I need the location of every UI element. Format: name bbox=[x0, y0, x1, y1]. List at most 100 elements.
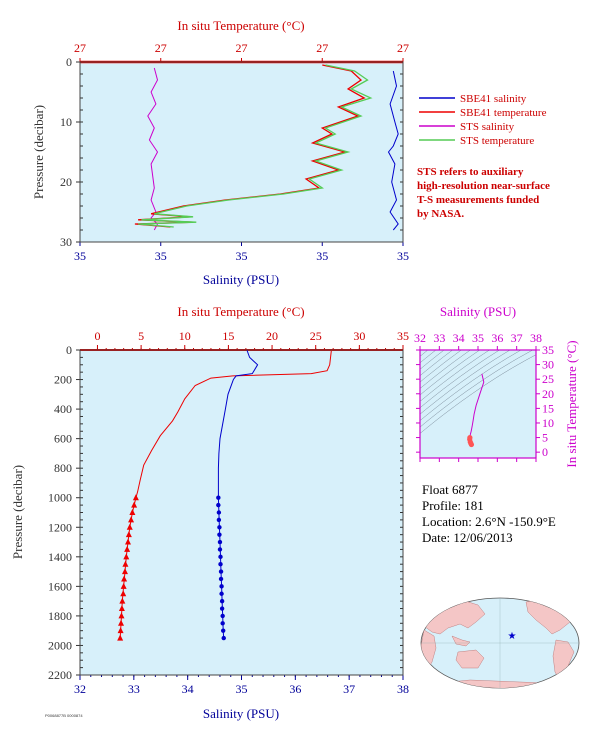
float-id: Float 6877 bbox=[422, 482, 478, 497]
ts-right-axis-title: In situ Temperature (°C) bbox=[564, 340, 579, 467]
near-surface-plot-area bbox=[80, 62, 403, 242]
density-contour bbox=[420, 350, 490, 402]
salinity-tick-label: 36 bbox=[289, 682, 301, 696]
near-surface-bottom-tick-label: 35 bbox=[74, 249, 86, 263]
sts-note-line-3: T-S measurements funded bbox=[417, 194, 539, 206]
near-surface-top-axis-title: In situ Temperature (°C) bbox=[177, 18, 304, 33]
temperature-marker bbox=[131, 501, 138, 508]
pressure-tick-label: 800 bbox=[54, 461, 72, 475]
temperature-marker bbox=[123, 553, 130, 560]
salinity-marker bbox=[216, 510, 222, 515]
salinity-marker bbox=[218, 562, 223, 567]
near-surface-top-tick-label: 27 bbox=[236, 41, 248, 55]
density-contour bbox=[420, 350, 454, 376]
near-surface-series bbox=[134, 64, 399, 231]
full-profile-series bbox=[117, 349, 332, 641]
salinity-marker bbox=[221, 635, 226, 641]
salinity-marker bbox=[218, 576, 224, 582]
ts-deep-point bbox=[468, 441, 475, 448]
legend-label: STS temperature bbox=[460, 135, 534, 147]
float-info: Float 6877 Profile: 181 Location: 2.6°N … bbox=[422, 482, 556, 545]
ts-salinity-tick-label: 37 bbox=[511, 331, 523, 345]
pressure-tick-label: 200 bbox=[54, 373, 72, 387]
salinity-tick-label: 33 bbox=[128, 682, 140, 696]
float-location-marker: ★ bbox=[508, 631, 517, 642]
near-surface-y-tick-label: 30 bbox=[60, 235, 72, 249]
land-maritime-se-asia bbox=[451, 635, 471, 647]
salinity-tick-label: 32 bbox=[74, 682, 86, 696]
ts-temperature-tick-label: 35 bbox=[542, 343, 554, 357]
near-surface-legend: SBE41 salinity SBE41 temperature STS salin… bbox=[419, 93, 547, 147]
salinity-marker bbox=[217, 547, 223, 552]
near-surface-top-tick-label: 27 bbox=[74, 41, 86, 55]
salinity-marker bbox=[219, 591, 224, 596]
salinity-marker bbox=[219, 598, 225, 604]
ts-salinity-tick-label: 36 bbox=[491, 331, 503, 345]
near-surface-top-tick-label: 27 bbox=[155, 41, 167, 55]
temperature-marker bbox=[118, 612, 125, 619]
density-contour bbox=[420, 350, 481, 396]
temperature-marker bbox=[124, 545, 131, 552]
pressure-tick-label: 2000 bbox=[48, 638, 72, 652]
salinity-marker bbox=[220, 628, 226, 633]
density-contour bbox=[420, 350, 534, 428]
density-contour bbox=[420, 354, 536, 434]
ts-temperature-tick-label: 25 bbox=[542, 372, 554, 386]
profile-number: Profile: 181 bbox=[422, 498, 484, 513]
density-contours bbox=[420, 350, 536, 434]
location-map: ★ bbox=[420, 597, 580, 689]
sts-note-line-4: by NASA. bbox=[417, 208, 464, 220]
salinity-tick-label: 37 bbox=[343, 682, 355, 696]
temperature-marker bbox=[126, 523, 133, 530]
near-surface-y-tick-label: 20 bbox=[60, 175, 72, 189]
ts-series bbox=[467, 373, 485, 448]
temperature-marker bbox=[119, 597, 126, 604]
sts-temperature-line bbox=[138, 64, 373, 228]
ts-temperature-tick-label: 20 bbox=[542, 387, 554, 401]
ts-salinity-tick-label: 34 bbox=[453, 331, 465, 345]
salinity-profile-line bbox=[217, 349, 259, 639]
salinity-marker bbox=[220, 621, 225, 626]
ts-salinity-tick-label: 35 bbox=[472, 331, 484, 345]
salinity-marker bbox=[217, 539, 223, 545]
salinity-marker bbox=[219, 584, 224, 589]
temperature-marker bbox=[120, 590, 127, 597]
legend-label: SBE41 salinity bbox=[460, 93, 527, 105]
footer-code: P0068877B 0000874 bbox=[45, 713, 83, 718]
ts-salinity-tick-label: 32 bbox=[414, 331, 426, 345]
temperature-tick-label: 10 bbox=[179, 329, 191, 343]
temperature-tick-label: 30 bbox=[353, 329, 365, 343]
temperature-marker bbox=[132, 494, 139, 501]
near-surface-y-tick-label: 0 bbox=[66, 55, 72, 69]
near-surface-ticks: 27 27 27 27 27 35 35 35 35 35 0 10 20 30 bbox=[60, 41, 409, 263]
full-profile-frame bbox=[79, 349, 404, 676]
full-profile-ticks: 0 5 10 15 20 25 30 35 32 33 34 35 36 37 38 0 200 400 600 80… bbox=[48, 329, 409, 696]
temperature-tick-label: 20 bbox=[266, 329, 278, 343]
salinity-marker bbox=[218, 569, 224, 574]
temperature-marker bbox=[118, 605, 125, 612]
near-surface-bottom-tick-label: 35 bbox=[316, 249, 328, 263]
temperature-tick-label: 25 bbox=[310, 329, 322, 343]
temperature-tick-label: 5 bbox=[138, 329, 144, 343]
ts-salinity-tick-label: 38 bbox=[530, 331, 542, 345]
near-surface-bottom-axis-title: Salinity (PSU) bbox=[203, 272, 279, 287]
salinity-marker bbox=[220, 613, 225, 619]
density-contour bbox=[420, 350, 471, 389]
salinity-tick-label: 38 bbox=[397, 682, 409, 696]
temperature-marker bbox=[128, 516, 135, 523]
near-surface-bottom-tick-label: 35 bbox=[397, 249, 409, 263]
density-contour bbox=[420, 350, 500, 408]
legend-label: SBE41 temperature bbox=[460, 107, 547, 119]
full-profile-panel: 0 5 10 15 20 25 30 35 32 33 34 35 36 37 38 0 200 400 600 80… bbox=[10, 304, 409, 721]
near-surface-top-tick-label: 27 bbox=[397, 41, 409, 55]
temperature-tick-label: 0 bbox=[94, 329, 100, 343]
near-surface-top-tick-label: 27 bbox=[316, 41, 328, 55]
sts-note: STS refers to auxiliary high-resolution … bbox=[417, 166, 550, 220]
near-surface-frame bbox=[79, 61, 404, 243]
pressure-tick-label: 1000 bbox=[48, 491, 72, 505]
temperature-marker bbox=[121, 575, 128, 582]
full-profile-y-axis-title: Pressure (decibar) bbox=[10, 465, 25, 559]
near-surface-y-axis-title: Pressure (decibar) bbox=[31, 105, 46, 199]
